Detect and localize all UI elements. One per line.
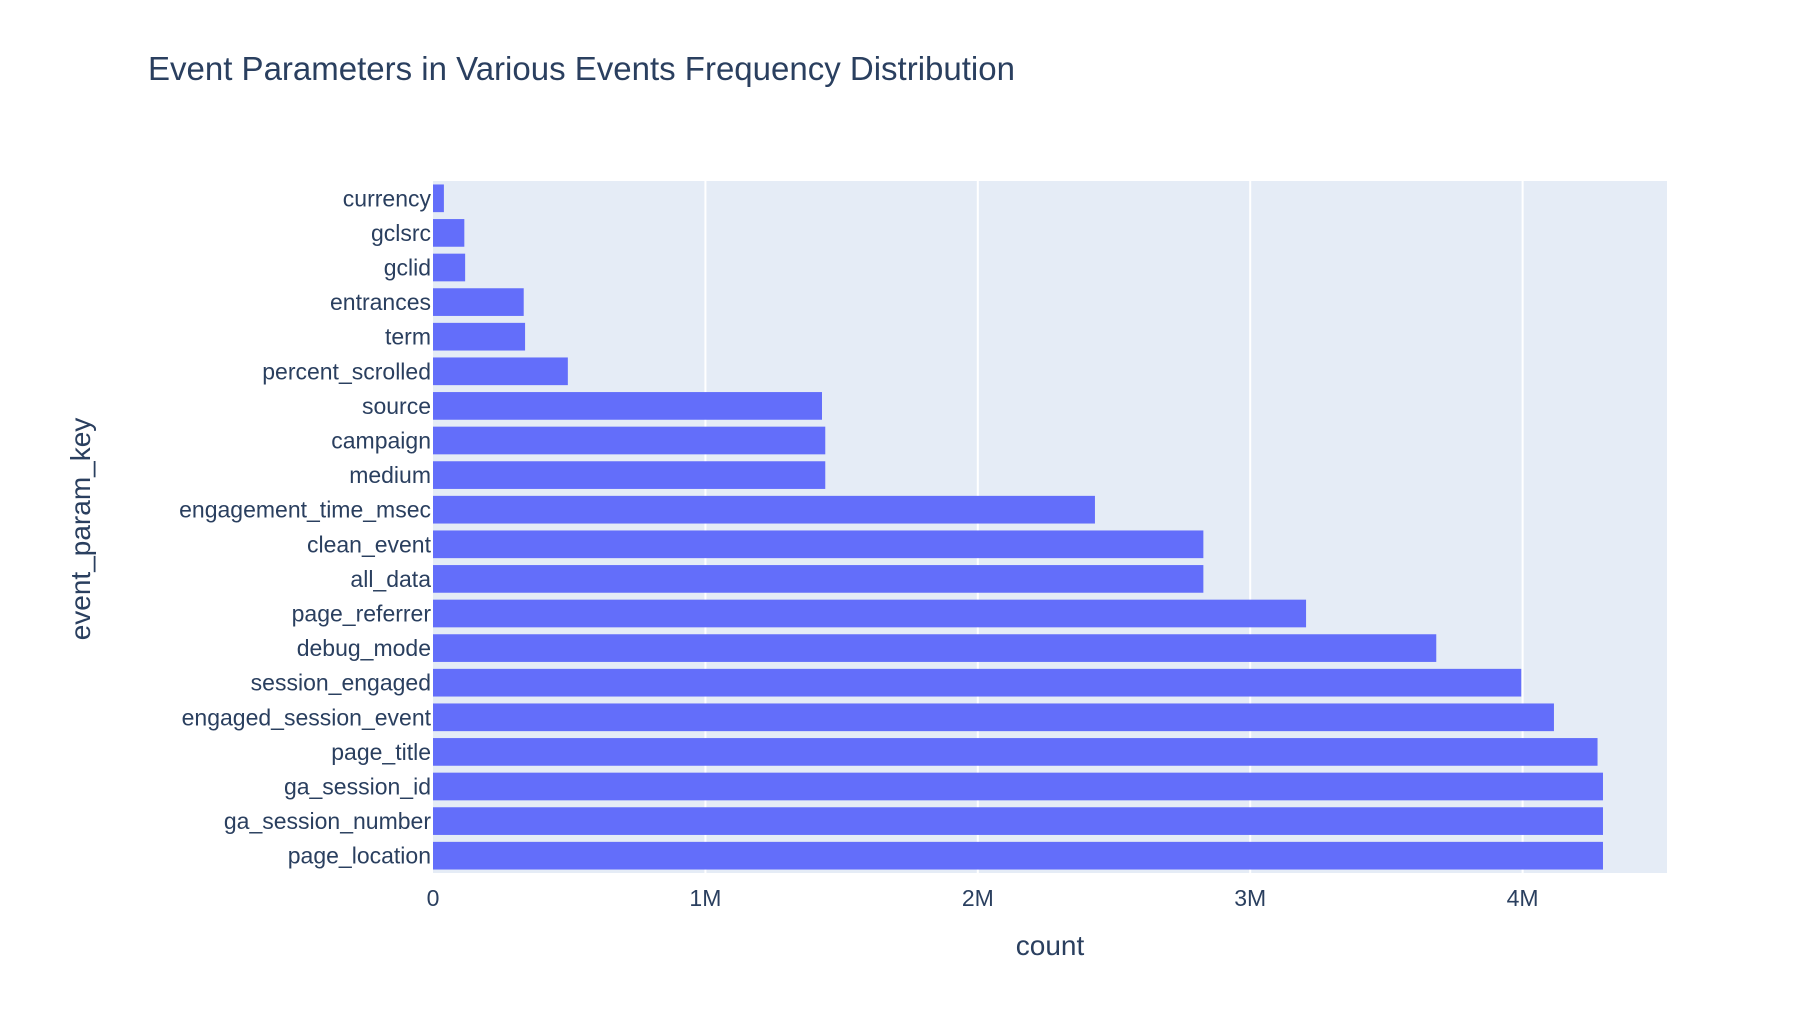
x-tick-label: 3M — [1234, 885, 1266, 911]
bar-campaign — [433, 426, 826, 455]
y-axis-title: event_param_key — [65, 418, 96, 641]
y-tick-label: ga_session_id — [284, 774, 431, 800]
bar-term — [433, 322, 526, 351]
bar-engaged_session_event — [433, 703, 1554, 732]
y-tick-label: ga_session_number — [224, 808, 431, 834]
bar-percent_scrolled — [433, 357, 568, 386]
y-tick-label: clean_event — [307, 531, 432, 557]
y-tick-label: percent_scrolled — [262, 358, 431, 384]
bar-debug_mode — [433, 634, 1437, 662]
bar-medium — [433, 461, 826, 489]
y-tick-label: gclid — [384, 255, 431, 281]
y-tick-label: page_referrer — [292, 601, 432, 627]
bar-ga_session_number — [433, 807, 1603, 835]
bar-entrances — [433, 288, 524, 316]
y-tick-label: gclsrc — [371, 220, 431, 246]
y-tick-label: debug_mode — [297, 635, 431, 661]
y-tick-label: medium — [349, 462, 431, 488]
y-tick-label: source — [362, 393, 431, 419]
bar-currency — [433, 184, 444, 213]
y-tick-label: engaged_session_event — [182, 704, 432, 730]
x-tick-label: 2M — [962, 885, 994, 911]
bars — [433, 184, 1603, 870]
x-tick-label: 1M — [689, 885, 721, 911]
bar-source — [433, 392, 822, 420]
chart-title: Event Parameters in Various Events Frequ… — [148, 50, 1015, 87]
x-tick-label: 4M — [1507, 885, 1539, 911]
x-axis-title: count — [1016, 930, 1085, 961]
x-tick-label: 0 — [427, 885, 440, 911]
bar-page_location — [433, 841, 1603, 870]
bar-clean_event — [433, 530, 1204, 559]
x-axis-ticks: 0 1M 2M 3M 4M — [427, 885, 1539, 911]
bar-page_title — [433, 738, 1598, 766]
y-tick-label: all_data — [350, 566, 431, 592]
y-tick-label: engagement_time_msec — [179, 497, 431, 523]
bar-ga_session_id — [433, 772, 1603, 801]
y-tick-label: page_title — [331, 739, 431, 765]
y-tick-label: session_engaged — [251, 670, 431, 696]
y-tick-label: currency — [343, 185, 432, 211]
bar-gclid — [433, 253, 466, 282]
bar-engagement_time_msec — [433, 495, 1095, 524]
bar-page_referrer — [433, 599, 1307, 628]
y-tick-label: term — [385, 324, 431, 350]
bar-all_data — [433, 565, 1204, 593]
y-tick-label: entrances — [330, 289, 431, 315]
bar-session_engaged — [433, 668, 1522, 697]
y-tick-label: page_location — [288, 843, 431, 869]
bar-gclsrc — [433, 219, 465, 247]
y-axis-ticks: currency gclsrc gclid entrances term percent_… — [179, 185, 431, 868]
y-tick-label: campaign — [331, 428, 431, 454]
plot-background — [433, 181, 1667, 873]
